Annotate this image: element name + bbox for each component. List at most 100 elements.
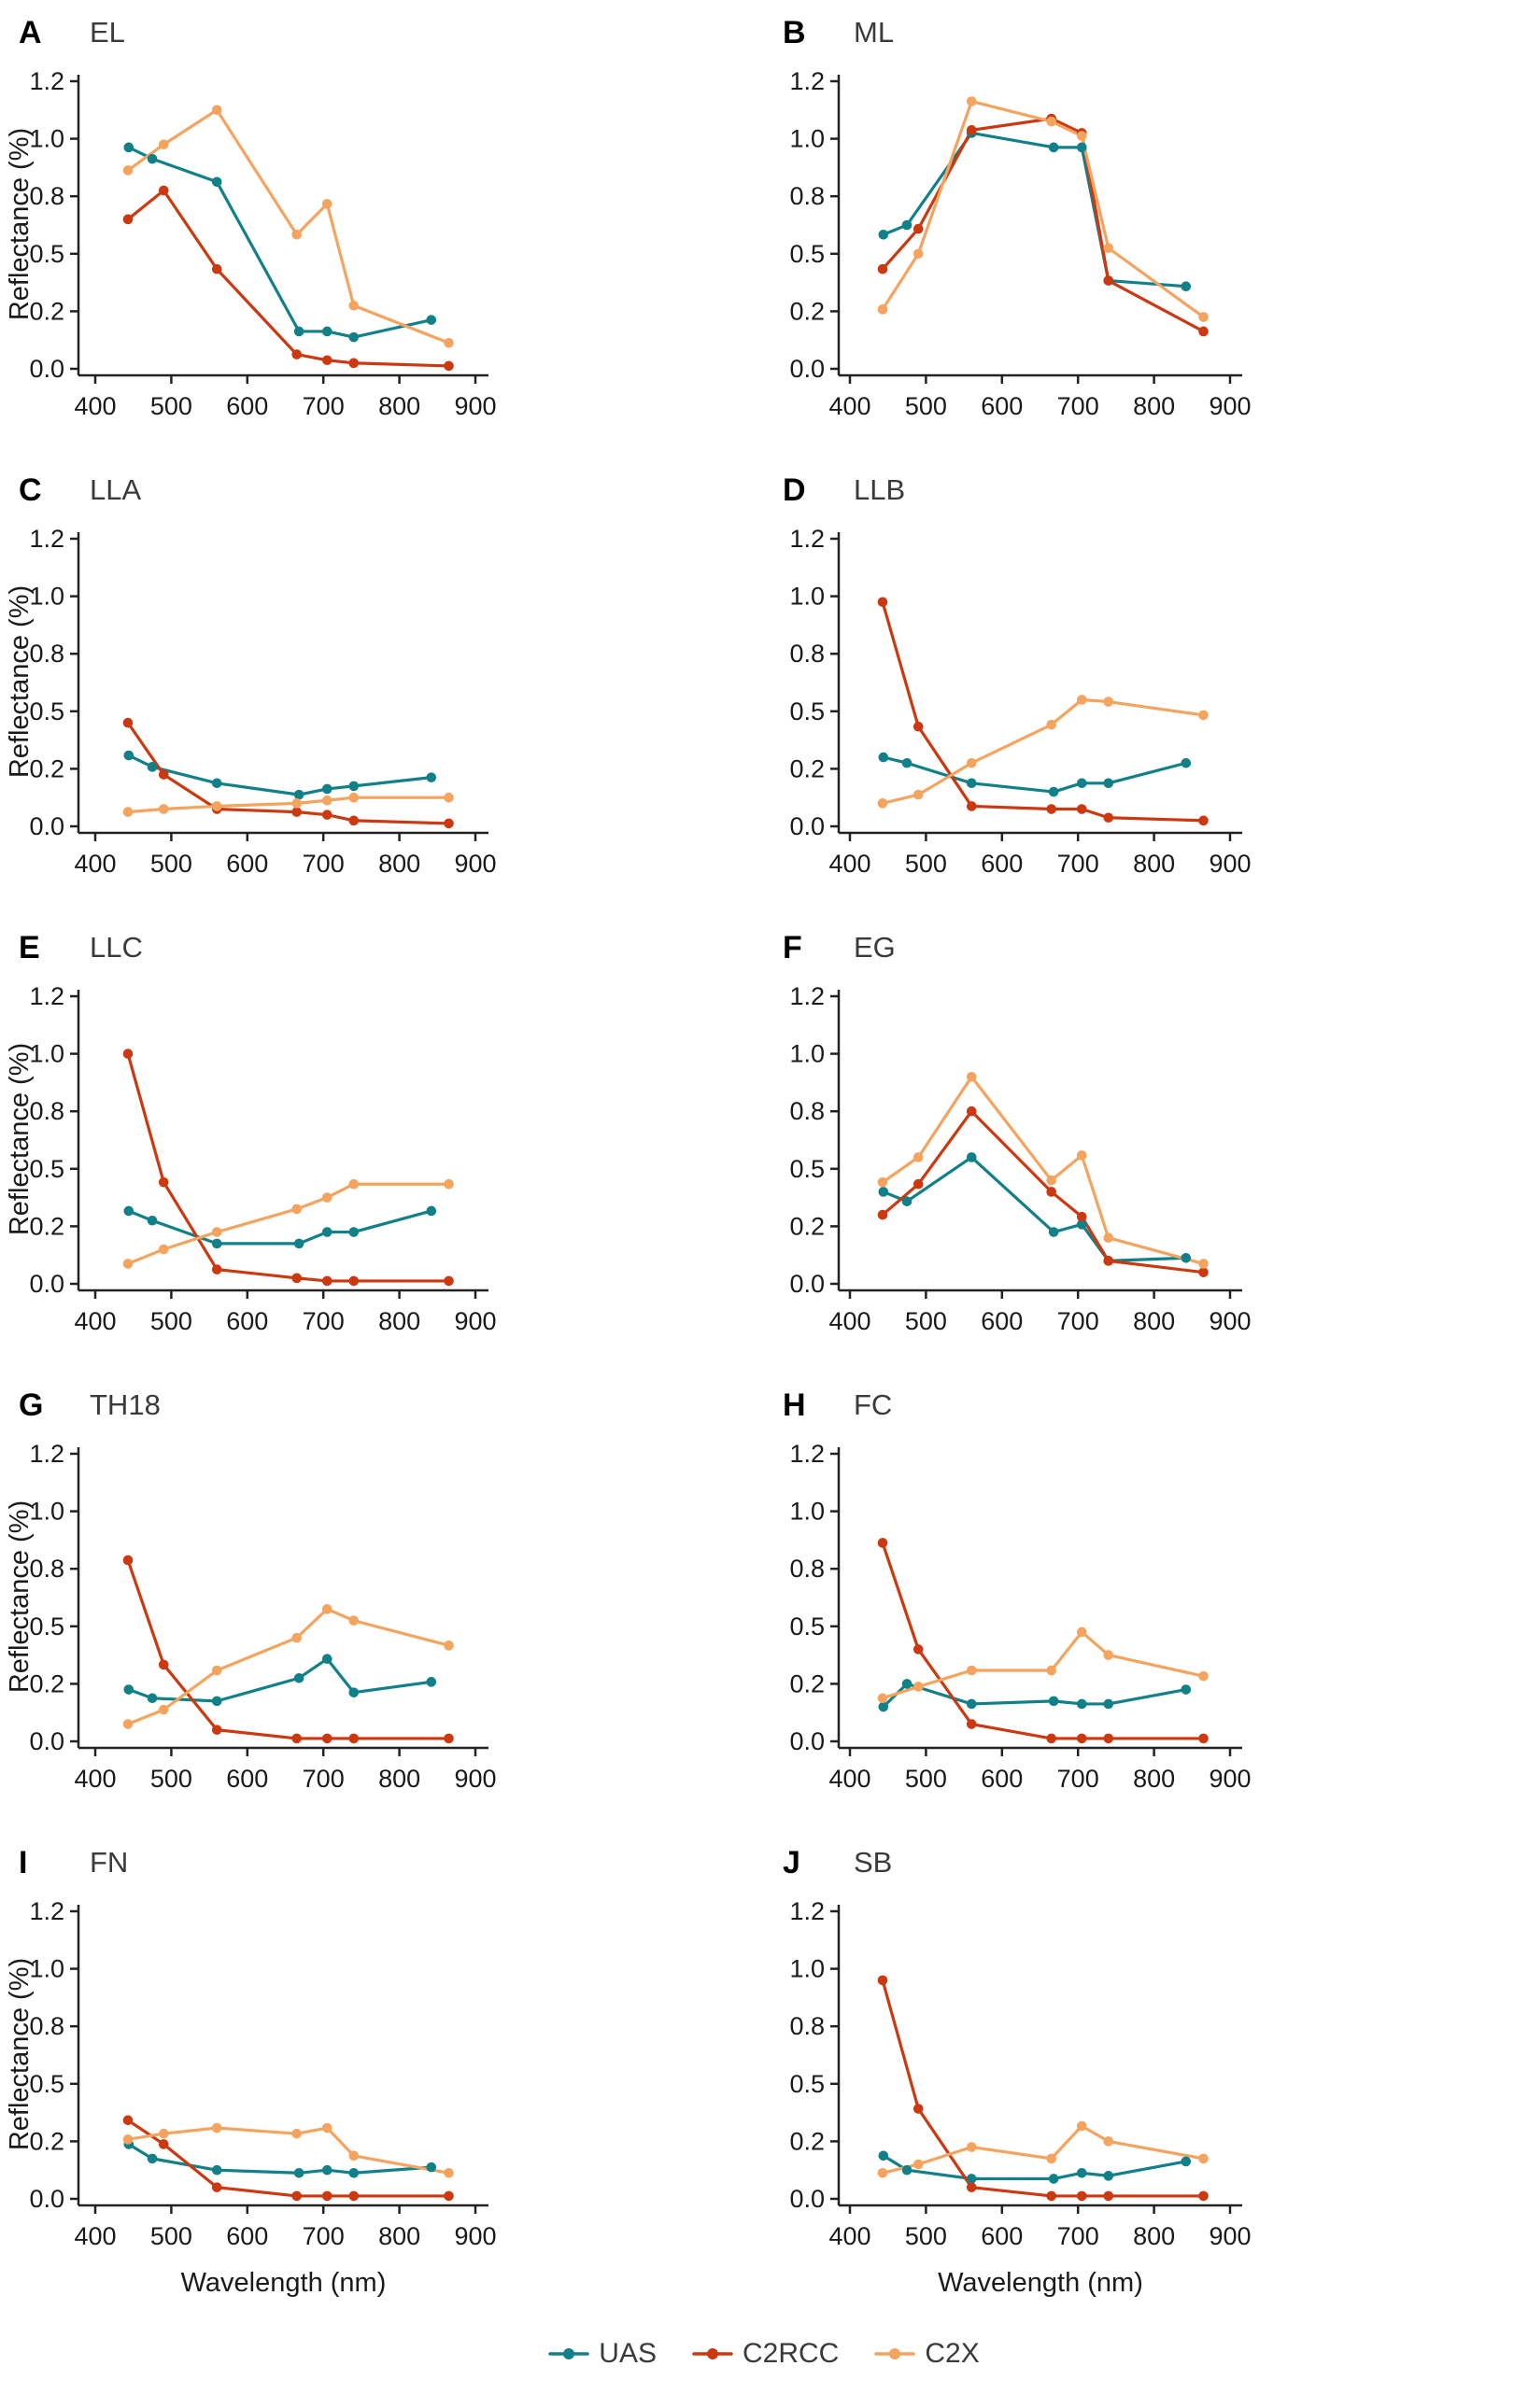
data-point-UAS <box>1076 1219 1087 1230</box>
x-tick-label: 400 <box>828 392 870 420</box>
legend-label: UAS <box>599 2338 657 2369</box>
data-point-C2RCC <box>291 2190 303 2202</box>
data-point-C2X <box>291 2128 303 2139</box>
y-tick-label: 1.0 <box>29 1040 64 1068</box>
data-point-C2X <box>1103 697 1114 707</box>
data-point-C2RCC <box>1198 815 1209 826</box>
x-tick-label: 900 <box>454 1307 496 1335</box>
x-tick-label: 800 <box>1133 392 1175 420</box>
x-tick-label: 700 <box>303 392 345 420</box>
data-point-UAS <box>901 1679 913 1689</box>
y-tick-label: 0.2 <box>789 1669 825 1697</box>
x-tick-label: 700 <box>1057 2222 1099 2250</box>
data-point-C2RCC <box>444 1733 454 1744</box>
data-point-C2RCC <box>1103 2190 1114 2202</box>
series-line-UAS <box>127 2142 433 2175</box>
series-line-C2RCC <box>126 1052 451 1283</box>
series-line-C2X <box>126 1182 451 1266</box>
data-point-C2RCC <box>877 263 888 275</box>
data-point-C2X <box>122 165 134 176</box>
data-point-C2X <box>1076 131 1087 141</box>
legend-line-marker-icon <box>692 2348 733 2359</box>
data-point-C2RCC <box>1076 804 1087 814</box>
data-point-UAS <box>321 1654 332 1665</box>
panel-letter: D <box>783 472 806 508</box>
data-point-C2RCC <box>211 2182 222 2192</box>
y-tick-label: 0.2 <box>29 2127 64 2155</box>
y-tick-label: 0.8 <box>29 182 64 210</box>
y-tick-label: 1.0 <box>29 583 64 611</box>
panel-letter: I <box>19 1845 27 1880</box>
series-line-C2X <box>126 796 451 814</box>
legend-item-UAS: UAS <box>548 2338 657 2370</box>
x-tick-label: 400 <box>74 850 116 878</box>
data-point-C2RCC <box>348 815 360 826</box>
data-point-C2X <box>321 2122 332 2133</box>
x-tick-label: 400 <box>74 1307 116 1335</box>
y-tick-label: 0.0 <box>29 355 64 383</box>
data-point-C2RCC <box>913 1178 924 1190</box>
y-tick-label: 0.5 <box>29 2070 64 2098</box>
data-point-UAS <box>966 2174 977 2184</box>
panel-title: SB <box>854 1846 892 1879</box>
data-point-C2X <box>1046 1175 1057 1186</box>
y-tick-label: 0.0 <box>789 812 825 840</box>
panel-title: ML <box>854 16 894 49</box>
data-point-C2X <box>444 1178 454 1190</box>
data-point-C2RCC <box>348 358 360 369</box>
data-point-C2X <box>913 1682 924 1692</box>
data-point-C2RCC <box>158 185 169 196</box>
data-point-UAS <box>1076 778 1087 789</box>
data-point-UAS <box>123 750 134 761</box>
y-tick-label: 0.5 <box>789 2070 825 2098</box>
y-tick-label: 0.2 <box>789 754 825 782</box>
panel-letter: F <box>783 930 802 965</box>
data-point-C2RCC <box>1046 1187 1057 1197</box>
x-tick-label: 900 <box>1209 392 1251 420</box>
series-line-C2X <box>126 2126 451 2175</box>
panel-F-chart: F EG 0.0 0.2 0.5 0.8 1.0 1.2 400 500 600 700 800 900 <box>783 930 1252 1335</box>
data-point-UAS <box>293 1672 304 1683</box>
y-tick-label: 0.5 <box>789 1612 825 1641</box>
series-line-UAS <box>127 753 433 796</box>
data-point-UAS <box>1048 786 1059 797</box>
x-tick-label: 900 <box>454 2222 496 2250</box>
data-point-C2RCC <box>966 125 977 135</box>
data-point-UAS <box>211 176 222 188</box>
x-tick-label: 400 <box>828 850 870 878</box>
data-point-C2X <box>321 1604 332 1614</box>
x-tick-label: 500 <box>150 850 192 878</box>
data-point-C2X <box>1198 1259 1209 1269</box>
panel-title: FN <box>90 1846 128 1879</box>
data-point-C2RCC <box>1046 804 1057 814</box>
data-point-UAS <box>426 772 437 782</box>
data-point-UAS <box>1181 2156 1192 2167</box>
data-point-UAS <box>1103 1698 1114 1710</box>
y-tick-label: 0.0 <box>789 1270 825 1298</box>
data-point-UAS <box>348 331 360 343</box>
data-point-C2X <box>966 1665 977 1676</box>
data-point-C2RCC <box>966 1719 977 1729</box>
data-point-C2RCC <box>1046 2190 1057 2202</box>
data-point-C2RCC <box>321 355 332 366</box>
x-tick-label: 800 <box>1133 850 1175 878</box>
data-point-C2RCC <box>122 214 134 225</box>
x-tick-label: 500 <box>150 2222 192 2250</box>
legend-label: C2X <box>925 2338 980 2369</box>
data-point-C2X <box>122 1719 134 1729</box>
x-tick-label: 500 <box>905 392 947 420</box>
panel-A-chart: A EL 0.0 0.2 0.5 0.8 1.0 1.2 400 500 600 700 800 900 R… <box>5 15 497 420</box>
data-point-UAS <box>211 1696 222 1707</box>
legend-label: C2RCC <box>742 2338 840 2369</box>
data-point-C2X <box>158 2128 169 2139</box>
panel-title: EL <box>90 16 125 49</box>
data-point-C2X <box>1198 710 1209 721</box>
data-point-C2RCC <box>1103 275 1114 286</box>
y-tick-label: 1.0 <box>29 1955 64 1983</box>
x-tick-label: 900 <box>1209 1765 1251 1793</box>
data-point-UAS <box>321 326 332 337</box>
data-point-UAS <box>1076 1698 1087 1710</box>
data-point-C2X <box>1103 243 1114 253</box>
data-point-C2X <box>1076 2120 1087 2132</box>
data-point-C2RCC <box>444 818 454 829</box>
